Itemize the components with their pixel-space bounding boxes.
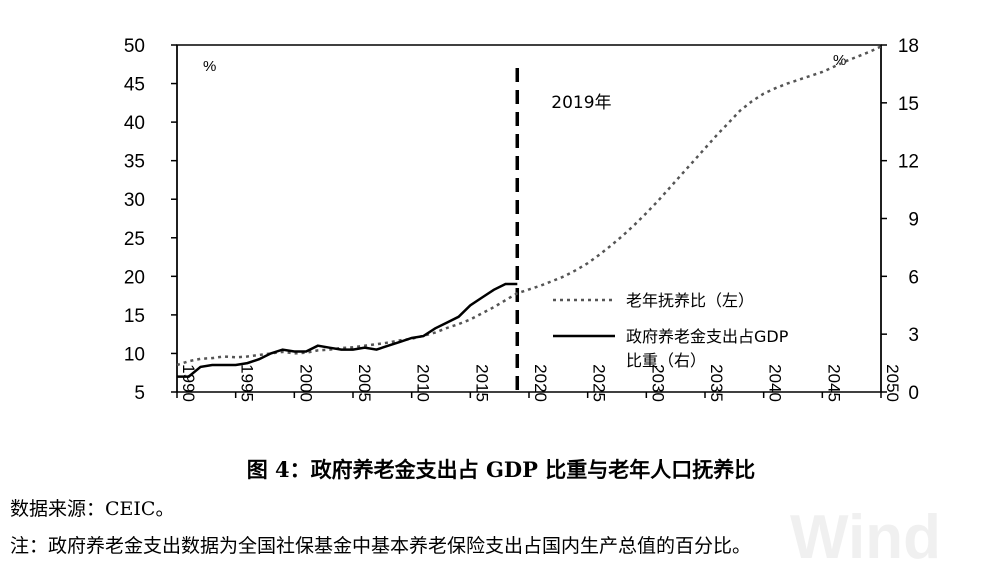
x-tick-label: 2005 (355, 364, 374, 402)
wind-watermark-logo: Wind (790, 503, 941, 570)
left-axis-unit: % (203, 58, 216, 75)
left-tick-label: 15 (124, 306, 145, 327)
x-tick-label: 1995 (238, 364, 257, 402)
right-tick-label: 6 (908, 267, 919, 288)
right-tick-label: 18 (898, 36, 919, 57)
footnote: 注：政府养老金支出数据为全国社保基金中基本养老保险支出占国内生产总值的百分比。 (10, 535, 752, 557)
left-tick-label: 35 (124, 152, 145, 173)
x-tick-label: 2000 (296, 364, 315, 402)
left-tick-label: 30 (124, 190, 145, 211)
left-tick-label: 40 (124, 113, 145, 134)
legend-label-dependency: 老年抚养比（左） (626, 291, 754, 310)
svg-text:Wind: Wind (790, 503, 941, 570)
figure-caption: 图 4：政府养老金支出占 GDP 比重与老年人口抚养比 (246, 457, 756, 482)
x-tick-label: 2040 (766, 364, 785, 402)
right-tick-label: 12 (898, 152, 919, 173)
x-tick-label: 2045 (824, 364, 843, 402)
left-tick-label: 5 (134, 383, 145, 404)
series-layer (176, 45, 882, 378)
left-tick-label: 10 (124, 344, 145, 365)
right-axis-unit: % (833, 52, 846, 69)
right-tick-label: 0 (908, 383, 919, 404)
series-pension-expenditure-gdp (177, 282, 518, 378)
x-tick-label: 2025 (590, 364, 609, 402)
x-tick-label: 2050 (883, 364, 902, 402)
legend: 老年抚养比（左） 政府养老金支出占GDP 比重（右） (553, 291, 789, 370)
series-elderly-dependency-ratio (176, 45, 882, 367)
x-tick-label: 2010 (414, 364, 433, 402)
x-tick-label: 2030 (648, 364, 667, 402)
left-tick-label: 25 (124, 229, 145, 250)
x-tick-label: 2035 (707, 364, 726, 402)
left-tick-label: 50 (124, 36, 145, 57)
x-tick-label: 2015 (472, 364, 491, 402)
left-tick-label: 45 (124, 75, 145, 96)
left-tick-label: 20 (124, 267, 145, 288)
legend-label-pension-line1: 政府养老金支出占GDP (626, 327, 789, 346)
right-tick-label: 15 (898, 94, 919, 115)
right-axis-ticks: 0 3 6 9 12 15 18 (881, 36, 919, 404)
right-tick-label: 9 (908, 210, 919, 231)
data-source: 数据来源：CEIC。 (10, 498, 175, 520)
x-axis-ticks: 1990 1995 2000 2005 2010 2015 2020 2025 2030 2035… (176, 364, 902, 402)
left-axis-ticks: 5 10 15 20 25 30 35 40 45 50 (124, 36, 177, 404)
year-2019-label: 2019年 (551, 93, 611, 113)
x-tick-label: 2020 (531, 364, 550, 402)
legend-label-pension-line2: 比重（右） (626, 351, 706, 370)
right-tick-label: 3 (908, 325, 919, 346)
